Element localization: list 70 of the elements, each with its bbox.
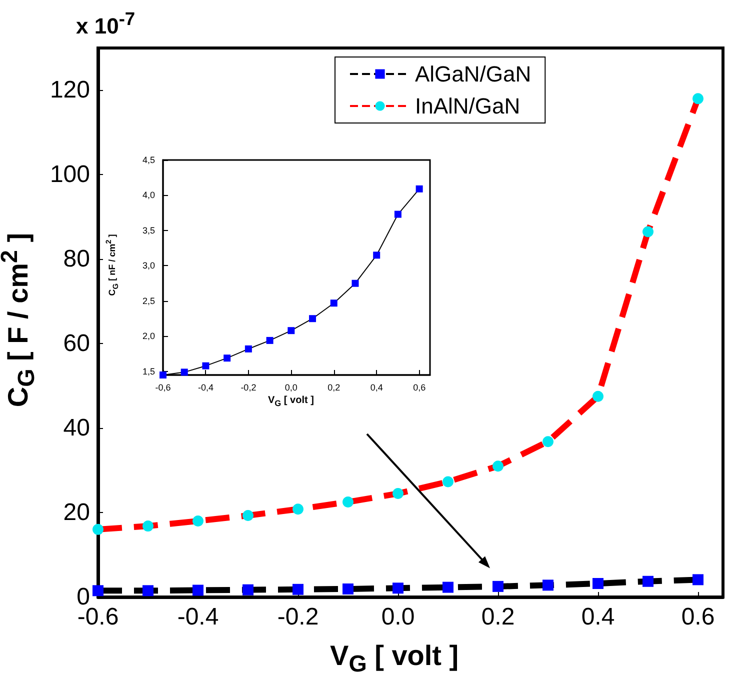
point xyxy=(330,300,338,307)
y-tick-label: 4,0 xyxy=(142,190,155,200)
y-tick-label: 120 xyxy=(50,76,90,104)
point xyxy=(242,510,254,521)
point xyxy=(342,496,354,508)
point xyxy=(394,210,402,218)
point xyxy=(642,576,654,587)
point xyxy=(542,436,554,448)
point xyxy=(592,578,604,589)
text: x 10$^{-7}$ xyxy=(76,8,136,40)
y-tick-label: 1,5 xyxy=(142,366,155,376)
y-tick-label: 80 xyxy=(63,246,90,273)
point xyxy=(224,354,231,362)
x-tick-label: 0.2 xyxy=(481,604,515,630)
x-tick-label: -0,2 xyxy=(240,382,256,392)
legend-label: AlGaN/GaN xyxy=(415,62,532,86)
y-tick-label: 3,0 xyxy=(142,260,155,271)
point xyxy=(592,390,604,402)
x-tick-label: -0.2 xyxy=(277,604,319,630)
y-tick-label: 3,5 xyxy=(142,225,155,236)
point xyxy=(266,336,274,344)
point xyxy=(292,584,304,595)
point xyxy=(92,524,104,535)
point xyxy=(692,93,704,104)
point xyxy=(392,582,404,594)
point xyxy=(352,280,359,287)
y-tick-label: 2,0 xyxy=(142,331,155,342)
y-tick-label: 100 xyxy=(50,161,90,188)
point xyxy=(642,226,654,238)
point xyxy=(492,580,504,592)
x-tick-label: 0.4 xyxy=(581,604,615,630)
point xyxy=(442,582,454,593)
x-tick-label: 0,0 xyxy=(284,382,298,392)
point xyxy=(442,476,454,488)
point xyxy=(244,345,252,352)
point xyxy=(692,574,704,586)
point xyxy=(202,362,210,370)
point xyxy=(292,504,304,515)
x-tick-label: -0.6 xyxy=(77,604,119,630)
y-tick-label: 60 xyxy=(63,330,90,358)
point xyxy=(142,585,154,596)
x-tick-label: 0.0 xyxy=(381,604,415,630)
point xyxy=(288,327,295,334)
x-tick-label: -0,6 xyxy=(155,382,171,392)
point xyxy=(492,460,504,472)
point xyxy=(92,585,104,596)
x-axis-title: V$_{G}$ [ volt ] xyxy=(330,640,459,678)
point xyxy=(242,584,254,596)
point xyxy=(309,315,316,322)
point xyxy=(342,583,354,594)
point xyxy=(192,515,204,526)
point xyxy=(192,584,204,596)
x-tick-label: 0,6 xyxy=(413,382,426,392)
point xyxy=(180,368,188,376)
point xyxy=(373,252,380,259)
x-axis-title: V$_{G}$ [ volt ] xyxy=(268,395,314,408)
x-tick-label: -0,4 xyxy=(198,382,214,392)
legend-label: InAlN/GaN xyxy=(415,94,520,118)
point xyxy=(142,520,154,532)
point xyxy=(392,488,404,500)
point xyxy=(542,580,554,591)
y-tick-label: 2,5 xyxy=(142,296,155,306)
y-tick-label: 4,5 xyxy=(142,155,155,165)
y-tick-label: 40 xyxy=(63,414,90,442)
x-tick-label: 0,4 xyxy=(370,382,383,392)
x-tick-label: -0.4 xyxy=(177,604,219,630)
y-tick-label: 20 xyxy=(63,499,90,526)
x-tick-label: 0.6 xyxy=(681,604,715,630)
x-tick-label: 0,2 xyxy=(328,382,340,392)
point xyxy=(416,185,423,192)
